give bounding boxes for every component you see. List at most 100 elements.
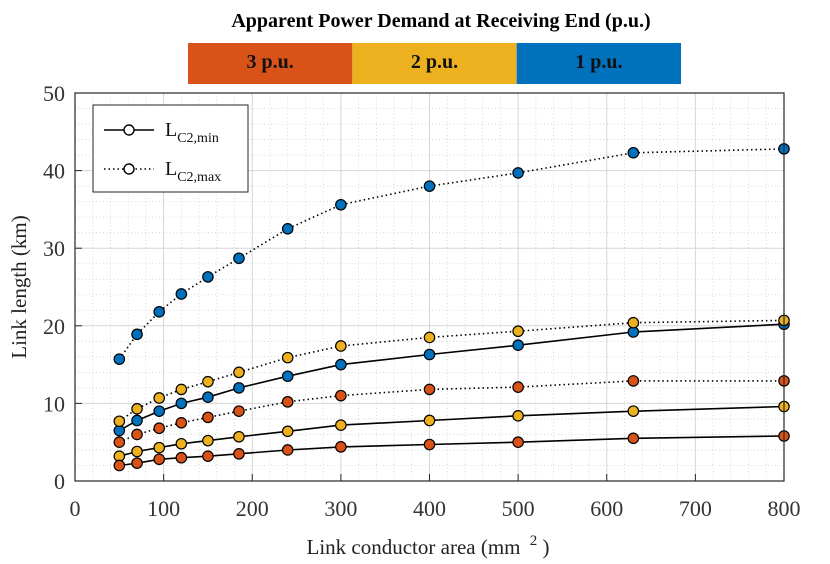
legend-box — [92, 104, 249, 193]
legend: LC2,min LC2,max — [92, 104, 249, 193]
data-point — [202, 271, 214, 283]
data-point — [233, 430, 245, 443]
data-point — [153, 453, 165, 466]
legend-max-main: L — [165, 158, 177, 180]
data-point — [202, 375, 214, 388]
data-point — [281, 425, 294, 438]
data-point — [512, 339, 524, 351]
x-tick-label: 400 — [413, 496, 446, 521]
colorbar-label: 3 p.u. — [247, 51, 294, 73]
series-points — [113, 143, 790, 472]
series-line — [118, 148, 785, 360]
colorbar-segment — [516, 43, 681, 84]
x-axis-label-close: ) — [543, 535, 550, 559]
data-point — [175, 437, 188, 450]
data-point — [512, 410, 524, 422]
data-point — [153, 441, 165, 454]
data-point — [113, 353, 126, 365]
data-point — [423, 348, 436, 361]
data-point — [335, 419, 347, 431]
data-point — [335, 340, 347, 352]
data-point — [233, 366, 245, 379]
data-point — [153, 306, 165, 318]
data-point — [233, 252, 245, 265]
data-point — [233, 405, 245, 417]
data-point — [153, 422, 165, 435]
data-point — [627, 146, 640, 159]
y-tick-label: 20 — [43, 314, 65, 339]
plot-area — [74, 92, 790, 482]
x-axis-label-text: Link conductor area (mm — [307, 535, 521, 559]
y-axis-label: Link length (km) — [7, 215, 31, 358]
x-tick-label: 800 — [768, 496, 801, 521]
data-point — [512, 381, 524, 393]
data-point — [131, 328, 143, 341]
x-axis-label-superscript: 2 — [530, 533, 538, 549]
legend-entry-max: LC2,max — [165, 158, 221, 185]
data-point — [423, 414, 436, 427]
y-tick-label: 0 — [54, 469, 65, 494]
data-point — [202, 411, 214, 424]
data-point — [281, 370, 294, 383]
data-point — [233, 382, 245, 394]
data-point — [335, 441, 347, 453]
colorbar-segment — [188, 43, 353, 84]
data-point — [423, 331, 436, 344]
y-tick-label: 40 — [43, 159, 65, 184]
series-line — [118, 319, 785, 422]
data-point — [627, 405, 640, 417]
data-point — [175, 288, 188, 300]
legend-min-sub: C2,min — [177, 131, 219, 146]
y-tick-label: 30 — [43, 236, 65, 261]
data-point — [113, 436, 126, 448]
x-tick-label: 100 — [147, 496, 180, 521]
x-tick-label: 500 — [502, 496, 535, 521]
data-point — [113, 459, 126, 472]
data-point — [335, 198, 347, 211]
data-point — [512, 436, 524, 448]
data-point — [131, 445, 143, 458]
data-point — [627, 375, 640, 387]
x-tick-label: 300 — [324, 496, 357, 521]
data-point — [512, 167, 524, 179]
legend-max-sub: C2,max — [177, 170, 221, 185]
power-colorbar: 3 p.u. 2 p.u. 1 p.u. — [188, 43, 681, 84]
data-point — [202, 434, 214, 447]
data-point — [423, 438, 436, 451]
y-axis-ticks: 0 10 20 30 40 50 — [43, 81, 82, 494]
data-point — [113, 415, 126, 428]
x-axis-ticks: 0 100 200 300 400 500 600 700 800 — [70, 474, 801, 521]
data-point — [423, 383, 436, 396]
x-axis-label: Link conductor area (mm 2 ) — [307, 526, 550, 559]
data-point — [175, 397, 188, 410]
data-point — [131, 403, 143, 415]
data-point — [512, 325, 524, 338]
x-tick-label: 700 — [679, 496, 712, 521]
data-point — [627, 432, 640, 445]
x-tick-label: 600 — [590, 496, 623, 521]
data-point — [131, 428, 143, 441]
data-point — [131, 457, 143, 469]
legend-dotted-marker — [123, 163, 135, 175]
data-point — [281, 351, 294, 364]
legend-entry-min: LC2,min — [165, 119, 219, 146]
data-point — [175, 416, 188, 429]
legend-solid-marker — [123, 124, 135, 136]
colorbar-label: 2 p.u. — [411, 51, 458, 73]
data-point — [202, 450, 214, 462]
x-tick-label: 200 — [236, 496, 269, 521]
data-point — [202, 391, 214, 403]
y-tick-label: 10 — [43, 391, 65, 416]
colorbar-label: 1 p.u. — [575, 51, 622, 73]
data-point — [281, 223, 294, 235]
data-point — [281, 396, 294, 408]
chart-title: Apparent Power Demand at Receiving End (… — [231, 10, 650, 32]
data-point — [153, 392, 165, 404]
data-point — [175, 383, 188, 396]
data-point — [153, 405, 165, 417]
legend-min-main: L — [165, 119, 177, 141]
data-point — [423, 180, 436, 192]
data-point — [175, 451, 188, 464]
data-point — [233, 448, 245, 460]
